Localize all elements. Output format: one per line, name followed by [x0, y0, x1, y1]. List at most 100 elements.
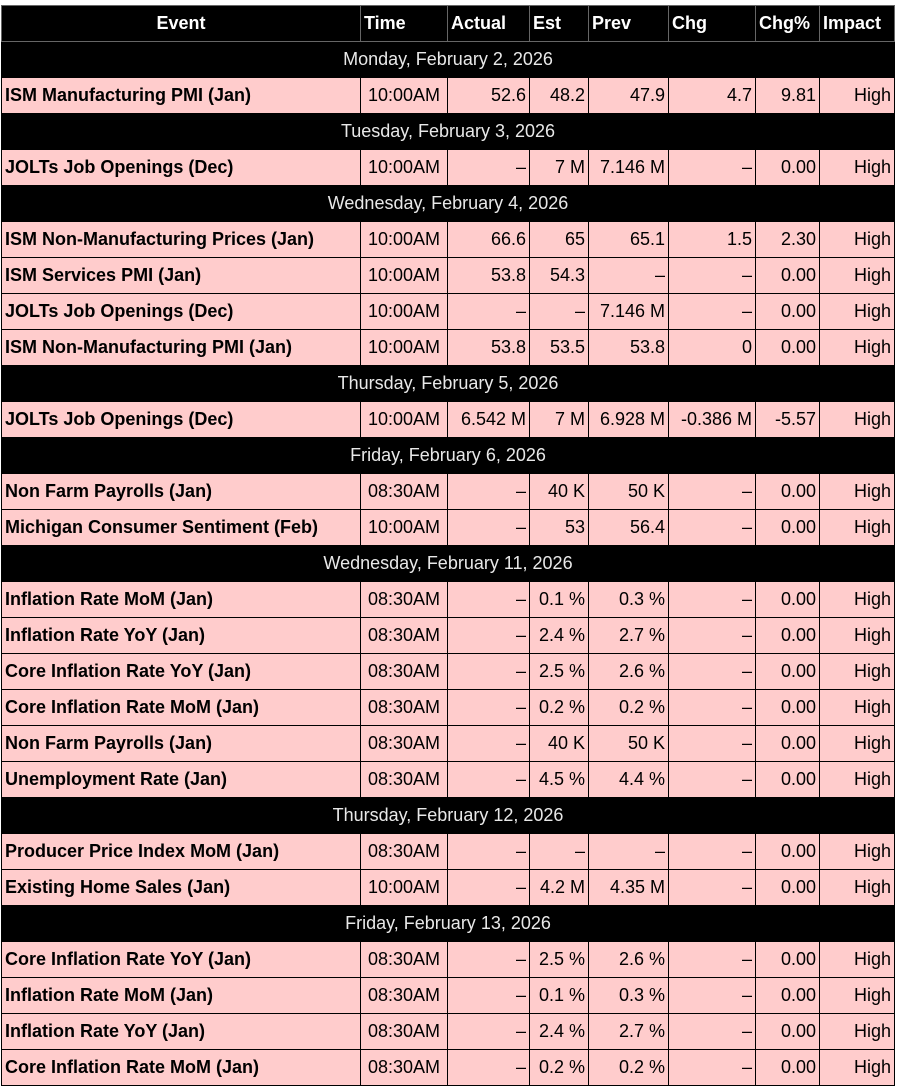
actual: – [447, 1013, 530, 1050]
event-row: Inflation Rate MoM (Jan) 08:30AM –0.1 % 0.3… [1, 581, 895, 618]
previous: 4.35 M [588, 869, 669, 906]
time: 10:00AM [360, 509, 448, 546]
change: – [668, 653, 756, 690]
change: – [668, 257, 756, 294]
previous: 0.3 % [588, 977, 669, 1014]
event-row: Core Inflation Rate YoY (Jan) 08:30AM –2.5… [1, 653, 895, 690]
time: 08:30AM [360, 1049, 448, 1086]
event: Inflation Rate YoY (Jan) [1, 1013, 361, 1050]
event: Core Inflation Rate MoM (Jan) [1, 1049, 361, 1086]
column-header: Prev [588, 5, 669, 42]
time: 08:30AM [360, 977, 448, 1014]
change-percent: 0.00 [755, 653, 820, 690]
time: 10:00AM [360, 221, 448, 258]
change-percent: 0.00 [755, 977, 820, 1014]
event: Producer Price Index MoM (Jan) [1, 833, 361, 870]
change-percent: 0.00 [755, 473, 820, 510]
previous: 4.4 % [588, 761, 669, 798]
impact: High [819, 257, 895, 294]
event-row: Core Inflation Rate MoM (Jan) 08:30AM –0.2… [1, 689, 895, 726]
change: – [668, 149, 756, 186]
change: – [668, 689, 756, 726]
estimate: – [529, 293, 589, 330]
column-header: Chg% [755, 5, 820, 42]
event: Non Farm Payrolls (Jan) [1, 725, 361, 762]
event-row: ISM Non-Manufacturing PMI (Jan) 10:00AM 53… [1, 329, 895, 366]
previous: – [588, 833, 669, 870]
impact: High [819, 473, 895, 510]
change-percent: 0.00 [755, 869, 820, 906]
previous: 65.1 [588, 221, 669, 258]
previous: 0.3 % [588, 581, 669, 618]
actual: – [447, 761, 530, 798]
actual: – [447, 689, 530, 726]
time: 08:30AM [360, 617, 448, 654]
change: – [668, 293, 756, 330]
event: Core Inflation Rate YoY (Jan) [1, 653, 361, 690]
estimate: 2.5 % [529, 653, 589, 690]
previous: 2.6 % [588, 653, 669, 690]
column-header: Event [1, 5, 361, 42]
date-label: Monday, February 2, 2026 [1, 41, 895, 78]
calendar: Event Time Actual Est Prev Chg Chg% Impact Mond… [1, 5, 895, 1086]
actual: – [447, 977, 530, 1014]
change-percent: 0.00 [755, 1013, 820, 1050]
time: 08:30AM [360, 581, 448, 618]
time: 08:30AM [360, 941, 448, 978]
actual: 53.8 [447, 257, 530, 294]
previous: 50 K [588, 473, 669, 510]
time: 10:00AM [360, 149, 448, 186]
change-percent: 0.00 [755, 689, 820, 726]
impact: High [819, 221, 895, 258]
actual: – [447, 833, 530, 870]
estimate: 7 M [529, 149, 589, 186]
previous: 0.2 % [588, 1049, 669, 1086]
change-percent: 0.00 [755, 149, 820, 186]
impact: High [819, 77, 895, 114]
change-percent: 0.00 [755, 941, 820, 978]
estimate: 48.2 [529, 77, 589, 114]
impact: High [819, 941, 895, 978]
estimate: 65 [529, 221, 589, 258]
impact: High [819, 689, 895, 726]
date-label: Wednesday, February 11, 2026 [1, 545, 895, 582]
change: – [668, 725, 756, 762]
change-percent: 0.00 [755, 581, 820, 618]
event-row: Michigan Consumer Sentiment (Feb) 10:00AM… [1, 509, 895, 546]
actual: 66.6 [447, 221, 530, 258]
change: – [668, 473, 756, 510]
change: – [668, 761, 756, 798]
estimate: 0.1 % [529, 977, 589, 1014]
impact: High [819, 653, 895, 690]
date-label: Wednesday, February 4, 2026 [1, 185, 895, 222]
change-percent: 0.00 [755, 761, 820, 798]
event-row: JOLTs Job Openings (Dec) 10:00AM – –7.146 M… [1, 293, 895, 330]
actual: – [447, 149, 530, 186]
impact: High [819, 1013, 895, 1050]
actual: 53.8 [447, 329, 530, 366]
estimate: 4.2 M [529, 869, 589, 906]
event: JOLTs Job Openings (Dec) [1, 401, 361, 438]
impact: High [819, 149, 895, 186]
actual: – [447, 293, 530, 330]
column-header: Chg [668, 5, 756, 42]
time: 10:00AM [360, 401, 448, 438]
event-row: ISM Services PMI (Jan) 10:00AM 53.8 54.3– –0… [1, 257, 895, 294]
estimate: 53.5 [529, 329, 589, 366]
date-label: Thursday, February 5, 2026 [1, 365, 895, 402]
date-row: Wednesday, February 4, 2026 [1, 185, 895, 222]
event-row: Core Inflation Rate YoY (Jan) 08:30AM –2.5… [1, 941, 895, 978]
change-percent: -5.57 [755, 401, 820, 438]
impact: High [819, 293, 895, 330]
event-row: Existing Home Sales (Jan) 10:00AM –4.2 M 4.… [1, 869, 895, 906]
change: – [668, 869, 756, 906]
estimate: – [529, 833, 589, 870]
date-label: Friday, February 6, 2026 [1, 437, 895, 474]
previous: 2.7 % [588, 617, 669, 654]
event-row: ISM Non-Manufacturing Prices (Jan) 10:00A… [1, 221, 895, 258]
change: – [668, 617, 756, 654]
event-row: Inflation Rate MoM (Jan) 08:30AM –0.1 % 0.3… [1, 977, 895, 1014]
event: Non Farm Payrolls (Jan) [1, 473, 361, 510]
actual: 52.6 [447, 77, 530, 114]
change: – [668, 977, 756, 1014]
